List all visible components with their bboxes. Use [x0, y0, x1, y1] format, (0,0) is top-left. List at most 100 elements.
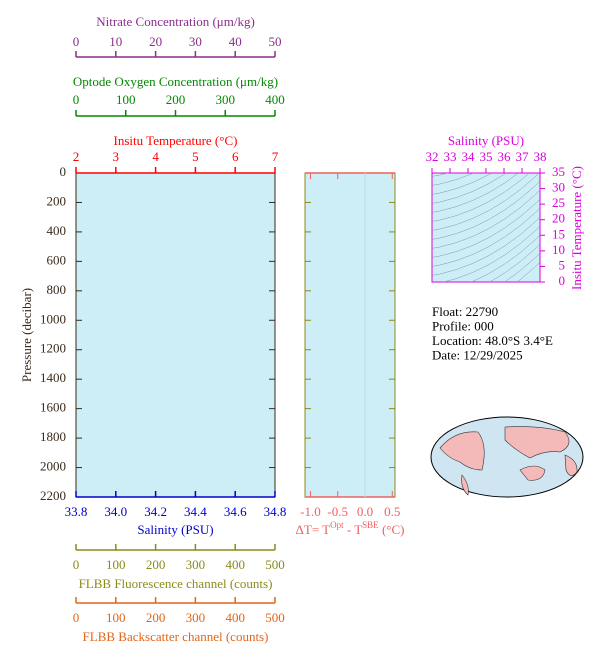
y-tick-label: 30 — [552, 180, 565, 195]
x-tick-label: 300 — [186, 557, 206, 572]
y-tick-label: 20 — [552, 211, 565, 226]
x-tick-label: -0.5 — [327, 504, 348, 519]
x-axis-title: ΔT= TOpt - TSBE (°C) — [296, 520, 405, 537]
x-tick-label: 0 — [73, 557, 80, 572]
x-tick-label: 38 — [534, 149, 547, 164]
x-tick-label: 30 — [189, 34, 202, 49]
x-axis-title-part: ΔT= T — [296, 522, 331, 537]
x-axis-title: FLBB Fluorescence channel (counts) — [79, 576, 273, 591]
y-tick-label: 1000 — [40, 311, 66, 326]
x-axis-title: Salinity (PSU) — [137, 522, 213, 537]
y-tick-label: 600 — [47, 252, 67, 267]
y-tick-label: 10 — [552, 242, 565, 257]
density-contour — [432, 189, 540, 249]
x-tick-label: 10 — [109, 34, 122, 49]
x-tick-label: 34.0 — [104, 504, 127, 519]
density-contour — [432, 173, 519, 213]
y-tick-label: 25 — [552, 195, 565, 210]
density-contour — [422, 72, 550, 142]
density-contour — [516, 261, 540, 282]
x-tick-label: 400 — [225, 557, 245, 572]
x-tick-label: 3 — [113, 149, 120, 164]
density-contour — [432, 198, 540, 258]
y-tick-label: 1200 — [40, 341, 66, 356]
y-axis-title: Insitu Temperature (°C) — [569, 166, 584, 290]
x-tick-label: 35 — [480, 149, 493, 164]
y-tick-label: 2200 — [40, 488, 66, 503]
x-tick-label: 400 — [265, 92, 285, 107]
x-tick-label: 6 — [232, 149, 239, 164]
x-tick-label: 100 — [106, 610, 126, 625]
x-tick-label: 100 — [106, 557, 126, 572]
x-tick-label: 100 — [116, 92, 136, 107]
x-tick-label: 200 — [146, 557, 166, 572]
density-contour — [432, 173, 449, 177]
x-tick-label: 37 — [516, 149, 530, 164]
x-tick-label: 34.4 — [184, 504, 207, 519]
x-tick-label: 33.8 — [65, 504, 88, 519]
x-tick-label: 0 — [73, 34, 80, 49]
y-tick-label: 1800 — [40, 429, 66, 444]
x-tick-label: 34.2 — [144, 504, 167, 519]
x-tick-label: 7 — [272, 149, 279, 164]
y-tick-label: 1400 — [40, 370, 66, 385]
x-tick-label: 500 — [265, 610, 285, 625]
density-contour — [443, 225, 540, 282]
float-info: Date: 12/29/2025 — [432, 347, 523, 362]
x-tick-label: 0 — [73, 610, 80, 625]
x-tick-label: 36 — [498, 149, 512, 164]
x-tick-label: 33 — [444, 149, 457, 164]
x-tick-label: 400 — [225, 610, 245, 625]
density-contour — [470, 234, 540, 282]
x-axis-title: Nitrate Concentration (μm/kg) — [96, 14, 255, 29]
x-axis-title: FLBB Backscatter channel (counts) — [83, 629, 269, 644]
x-axis-title: Insitu Temperature (°C) — [114, 133, 238, 148]
x-tick-label: 20 — [149, 34, 162, 49]
y-tick-label: 2000 — [40, 459, 66, 474]
x-axis-title: Optode Oxygen Concentration (μm/kg) — [73, 74, 278, 89]
x-tick-label: 2 — [73, 149, 80, 164]
x-axis-title: Salinity (PSU) — [448, 133, 524, 148]
ts-plot-area — [431, 172, 541, 283]
x-tick-label: 40 — [229, 34, 242, 49]
float-info: Location: 48.0°S 3.4°E — [432, 333, 553, 348]
x-tick-label: 300 — [186, 610, 206, 625]
density-contour — [432, 173, 540, 231]
y-axis-title: Pressure (decibar) — [19, 288, 34, 382]
diff-plot-area — [304, 172, 396, 498]
x-tick-label: 0.5 — [384, 504, 400, 519]
x-tick-label: 50 — [269, 34, 282, 49]
density-contours — [422, 63, 550, 282]
x-tick-label: 5 — [192, 149, 199, 164]
density-contour — [504, 252, 540, 282]
y-tick-label: 15 — [552, 226, 565, 241]
y-tick-label: 0 — [559, 273, 566, 288]
x-tick-label: 200 — [146, 610, 166, 625]
density-contour — [489, 243, 540, 282]
x-tick-label: 34.8 — [264, 504, 287, 519]
density-contour — [432, 216, 540, 276]
x-tick-label: 0.0 — [357, 504, 373, 519]
density-contour — [432, 173, 507, 204]
density-contour — [432, 180, 540, 240]
x-tick-label: 500 — [265, 557, 285, 572]
x-axis-title-part: Opt — [330, 520, 344, 530]
density-contour — [432, 207, 540, 267]
density-contour — [422, 63, 550, 133]
x-tick-label: 4 — [152, 149, 159, 164]
density-contour — [432, 173, 475, 186]
x-tick-label: 0 — [73, 92, 80, 107]
y-tick-label: 0 — [60, 164, 67, 179]
y-tick-label: 35 — [552, 164, 565, 179]
density-contour — [432, 173, 530, 222]
world-map — [430, 416, 584, 498]
x-tick-label: 34 — [462, 149, 476, 164]
float-info: Float: 22790 — [432, 304, 498, 319]
x-tick-label: 32 — [426, 149, 439, 164]
x-tick-label: -1.0 — [300, 504, 321, 519]
x-axis-title-part: - T — [344, 522, 363, 537]
y-tick-label: 400 — [47, 223, 67, 238]
x-tick-label: 34.6 — [224, 504, 247, 519]
x-axis-title-part: (°C) — [379, 522, 405, 537]
